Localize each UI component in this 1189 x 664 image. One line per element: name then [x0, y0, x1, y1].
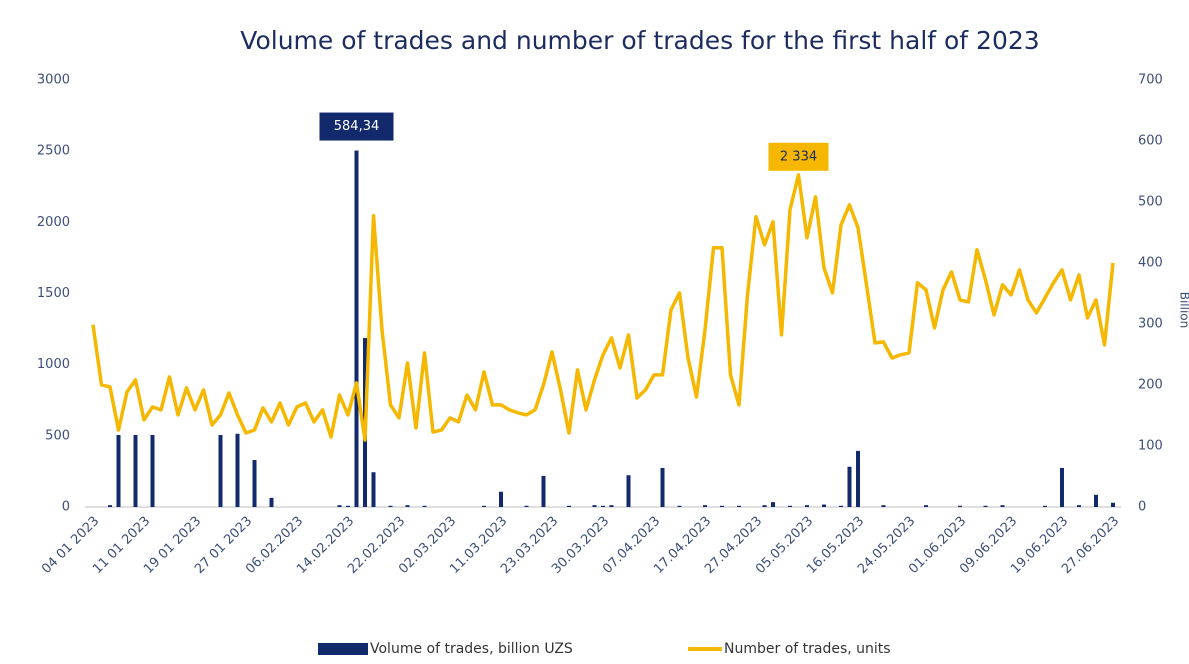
- bar: [703, 505, 707, 507]
- bar: [610, 505, 614, 507]
- bar: [423, 506, 427, 507]
- bar: [805, 505, 809, 507]
- bar: [678, 506, 682, 507]
- bar: [542, 476, 546, 507]
- y-tick-label: 3000: [37, 73, 70, 88]
- bar: [1001, 505, 1005, 507]
- y-tick-label: 1000: [37, 357, 70, 372]
- bar: [236, 434, 240, 507]
- bar: [117, 435, 121, 507]
- bar: [525, 506, 529, 507]
- data-label: 584,34: [334, 119, 380, 134]
- bar: [482, 506, 486, 507]
- data-label: 2 334: [780, 149, 817, 164]
- y-tick-label: 1500: [37, 286, 70, 301]
- bar: [372, 472, 376, 507]
- y2-tick-label: 100: [1138, 439, 1163, 454]
- bar: [108, 505, 112, 507]
- bar: [720, 506, 724, 507]
- bar: [389, 506, 393, 507]
- legend-label: Number of trades, units: [724, 641, 891, 657]
- bar: [763, 505, 767, 507]
- bar: [338, 505, 342, 507]
- y-tick-label: 500: [45, 428, 70, 443]
- y2-tick-label: 500: [1138, 195, 1163, 210]
- bar: [346, 506, 350, 507]
- bar: [355, 151, 359, 507]
- y2-tick-label: 600: [1138, 134, 1163, 149]
- bar: [661, 468, 665, 507]
- bar: [882, 505, 886, 507]
- bar: [253, 460, 257, 507]
- y2-tick-label: 200: [1138, 378, 1163, 393]
- bar: [219, 435, 223, 507]
- y2-tick-label: 300: [1138, 317, 1163, 332]
- bar: [924, 505, 928, 507]
- bar: [627, 475, 631, 507]
- y2-tick-label: 700: [1138, 73, 1163, 88]
- chart-title: Volume of trades and number of trades fo…: [240, 26, 1039, 55]
- y2-tick-label: 400: [1138, 256, 1163, 271]
- bar: [1060, 468, 1064, 507]
- bar: [270, 498, 274, 507]
- bar: [406, 505, 410, 507]
- bar: [1077, 505, 1081, 507]
- bar: [737, 506, 741, 507]
- bar: [1043, 506, 1047, 507]
- y-tick-label: 2500: [37, 144, 70, 159]
- legend-label: Volume of trades, billion UZS: [370, 641, 573, 657]
- y2-tick-label: 0: [1138, 500, 1146, 515]
- line: [93, 175, 1113, 440]
- bar: [848, 467, 852, 507]
- bar: [151, 435, 155, 507]
- bar: [822, 505, 826, 507]
- y2-axis-label: Billion: [1178, 292, 1189, 329]
- bar: [567, 506, 571, 507]
- bar: [788, 506, 792, 507]
- bar: [1111, 503, 1115, 507]
- y-tick-label: 0: [62, 500, 70, 515]
- bar: [499, 492, 503, 507]
- bar: [856, 451, 860, 507]
- bar: [601, 506, 605, 507]
- y-tick-label: 2000: [37, 215, 70, 230]
- bar: [984, 506, 988, 507]
- bar: [839, 506, 843, 507]
- bar: [958, 506, 962, 507]
- bar: [593, 505, 597, 507]
- legend-swatch: [318, 643, 368, 655]
- bar: [1094, 495, 1098, 507]
- bar: [771, 502, 775, 507]
- bar: [134, 435, 138, 507]
